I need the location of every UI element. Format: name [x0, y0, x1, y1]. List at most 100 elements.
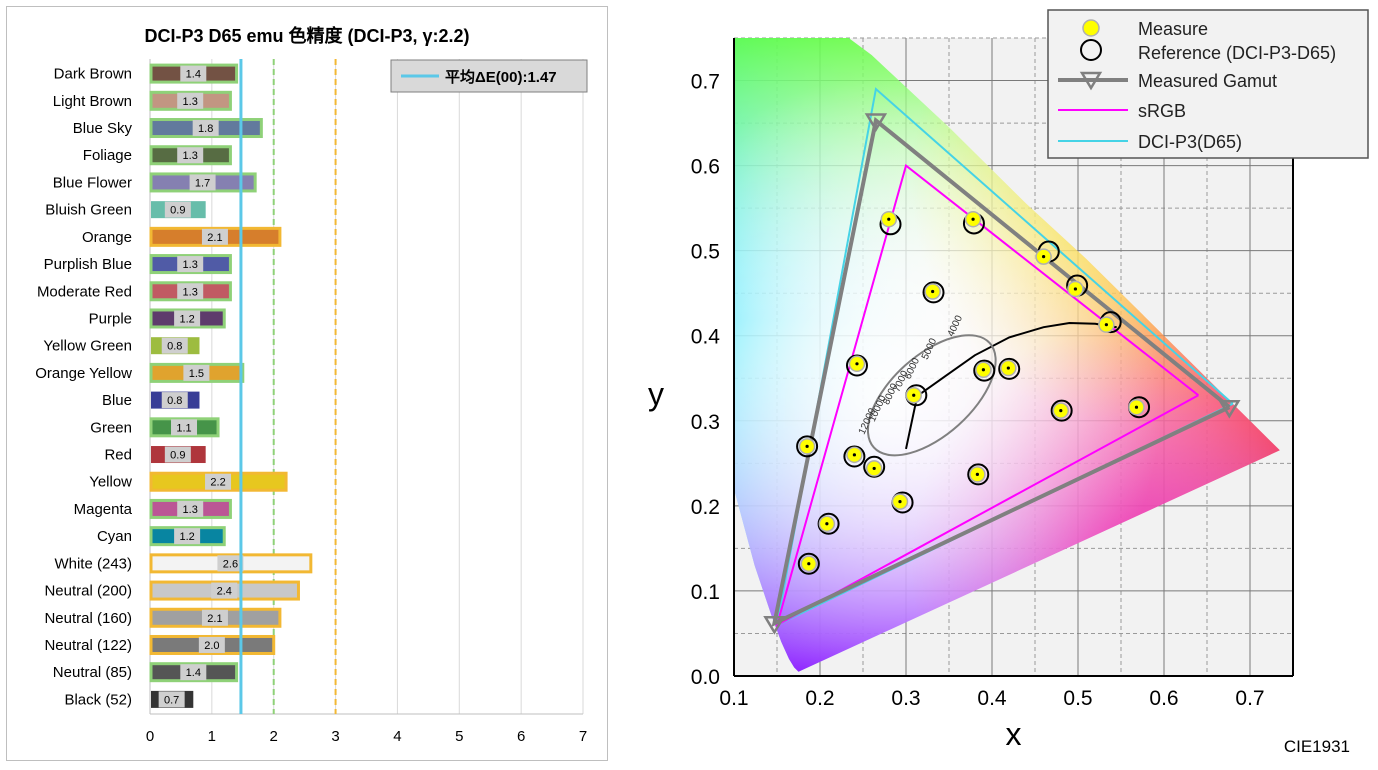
bar-x-tick-label: 6 [517, 728, 525, 745]
measured-point-center [852, 453, 856, 457]
bar-value-label: 2.2 [210, 477, 225, 489]
measured-point-center [872, 466, 876, 471]
measured-point-center [855, 362, 859, 366]
delta-e-bar-chart: DCI-P3 D65 emu 色精度 (DCI-P3, γ:2.2) Dark … [6, 6, 608, 761]
legend-measured-gamut-marker [1079, 71, 1103, 91]
bar-value-label: 0.8 [167, 341, 182, 353]
bar-value-label: 1.8 [198, 123, 213, 135]
measured-point-center [1134, 405, 1139, 409]
bar-x-tick-label: 2 [270, 728, 278, 745]
legend-measure-swatch [1082, 19, 1100, 37]
bar-value-label: 1.2 [179, 531, 194, 543]
bar-category-label: Dark Brown [54, 66, 132, 83]
bar-value-label-bg [192, 120, 219, 137]
bar-value-label: 1.3 [183, 504, 198, 516]
bar-value-label: 1.3 [183, 259, 198, 271]
bar-value-label: 2.1 [207, 613, 222, 625]
bar-category-label: Bluish Green [45, 202, 132, 219]
measured-point-center [981, 368, 985, 372]
bar-value-label-bg [174, 528, 201, 545]
reference-point [817, 512, 840, 535]
y-tick-label: 0.3 [691, 411, 720, 434]
bar-category-label: Red [104, 447, 132, 464]
reference-point [1050, 399, 1073, 422]
bar-value-label-bg [180, 65, 207, 82]
bar-x-tick-label: 0 [146, 728, 154, 745]
x-tick-label: 0.1 [719, 687, 748, 710]
x-tick-label: 0.2 [805, 687, 834, 710]
reference-point [973, 359, 996, 382]
bar-value-label: 1.3 [183, 150, 198, 162]
bar-value-label-bg [201, 609, 228, 626]
bar-value-label-bg [164, 446, 191, 463]
bar-category-label: Yellow [89, 474, 132, 491]
bar-x-tick-label: 7 [579, 728, 587, 745]
measured-point-center [931, 289, 935, 294]
reference-point [796, 435, 819, 458]
legend-entry-label: Reference (DCI-P3-D65) [1138, 43, 1336, 63]
bar-category-label: Neutral (122) [44, 637, 132, 654]
bar-category-label: Light Brown [53, 93, 132, 110]
bar-category-label: Orange Yellow [35, 365, 132, 382]
bar-value-label-bg [161, 392, 188, 409]
bar-legend: 平均ΔE(00):1.47 [390, 59, 588, 93]
bar-value-label-bg [177, 92, 204, 109]
bar-value-label: 1.2 [179, 313, 194, 325]
bar-x-tick-label: 3 [331, 728, 339, 745]
y-tick-label: 0.4 [691, 326, 721, 349]
legend-box [1047, 9, 1369, 159]
locus-fill [734, 38, 1280, 672]
bar-category-label: Blue Flower [53, 174, 132, 191]
y-tick-label: 0.5 [691, 241, 720, 264]
measured-gamut-vertex-marker [1218, 399, 1241, 419]
measured-point-center [807, 562, 811, 566]
bar-value-label: 1.5 [189, 368, 204, 380]
cie-chromaticity-chart: 4000 5000 6000 7000 8000 10000 12000 0.1 0.2 0.3 0… [640, 0, 1378, 765]
bar-value-label-bg [158, 691, 185, 708]
measured-point-center [1006, 366, 1010, 370]
bar-chart-svg: DCI-P3 D65 emu 色精度 (DCI-P3, γ:2.2) Dark … [35, 25, 588, 745]
bar-value-label: 1.1 [176, 422, 191, 434]
y-tick-label: 0.2 [691, 496, 720, 519]
y-tick-label: 0.6 [691, 156, 720, 179]
measured-point-center [1059, 408, 1063, 413]
measured-point-center [825, 522, 829, 526]
bar-value-label: 0.8 [167, 395, 182, 407]
bar-category-label: Blue Sky [73, 120, 133, 137]
measured-gamut-vertex-marker [864, 113, 888, 132]
bar-value-label-bg [164, 201, 191, 218]
bar-value-label-bg [177, 283, 204, 300]
bar-value-label-bg [205, 473, 232, 490]
cie1931-caption: CIE1931 [1284, 737, 1350, 756]
measured-point-center [912, 393, 916, 397]
bar-value-label-bg [198, 636, 225, 653]
bar-category-label: White (243) [54, 555, 132, 572]
reference-point [998, 357, 1021, 380]
bar-value-label-bg [217, 555, 244, 572]
measured-point-center [1042, 255, 1046, 259]
bar-value-label: 2.6 [223, 558, 238, 570]
bar-value-label: 1.4 [186, 69, 201, 81]
bar-value-label-bg [177, 256, 204, 273]
reference-point [797, 552, 820, 575]
bar-category-label: Foliage [83, 147, 132, 164]
cie-legend: Measure Reference (DCI-P3-D65) Measured Ga… [1047, 9, 1369, 159]
y-axis-label: y [648, 376, 664, 412]
measured-point-center [1073, 287, 1078, 291]
bar-category-label: Orange [82, 229, 132, 246]
bar-value-label: 1.7 [195, 177, 210, 189]
reference-point [863, 455, 886, 478]
bar-value-label: 1.4 [186, 667, 201, 679]
legend-reference-swatch [1080, 39, 1102, 61]
bar-value-label-bg [174, 310, 201, 327]
spectral-locus [734, 38, 1280, 672]
bar-value-label: 0.9 [170, 205, 185, 217]
bar-x-tick-label: 1 [208, 728, 216, 745]
measured-point-center [887, 217, 891, 221]
bar-category-label: Yellow Green [43, 338, 132, 355]
y-tick-label: 0.0 [691, 666, 720, 689]
bar-value-label: 1.3 [183, 96, 198, 108]
chart-title: DCI-P3 D65 emu 色精度 (DCI-P3, γ:2.2) [144, 25, 469, 46]
x-axis-label: x [1006, 716, 1022, 752]
y-tick-label: 0.7 [691, 71, 720, 94]
